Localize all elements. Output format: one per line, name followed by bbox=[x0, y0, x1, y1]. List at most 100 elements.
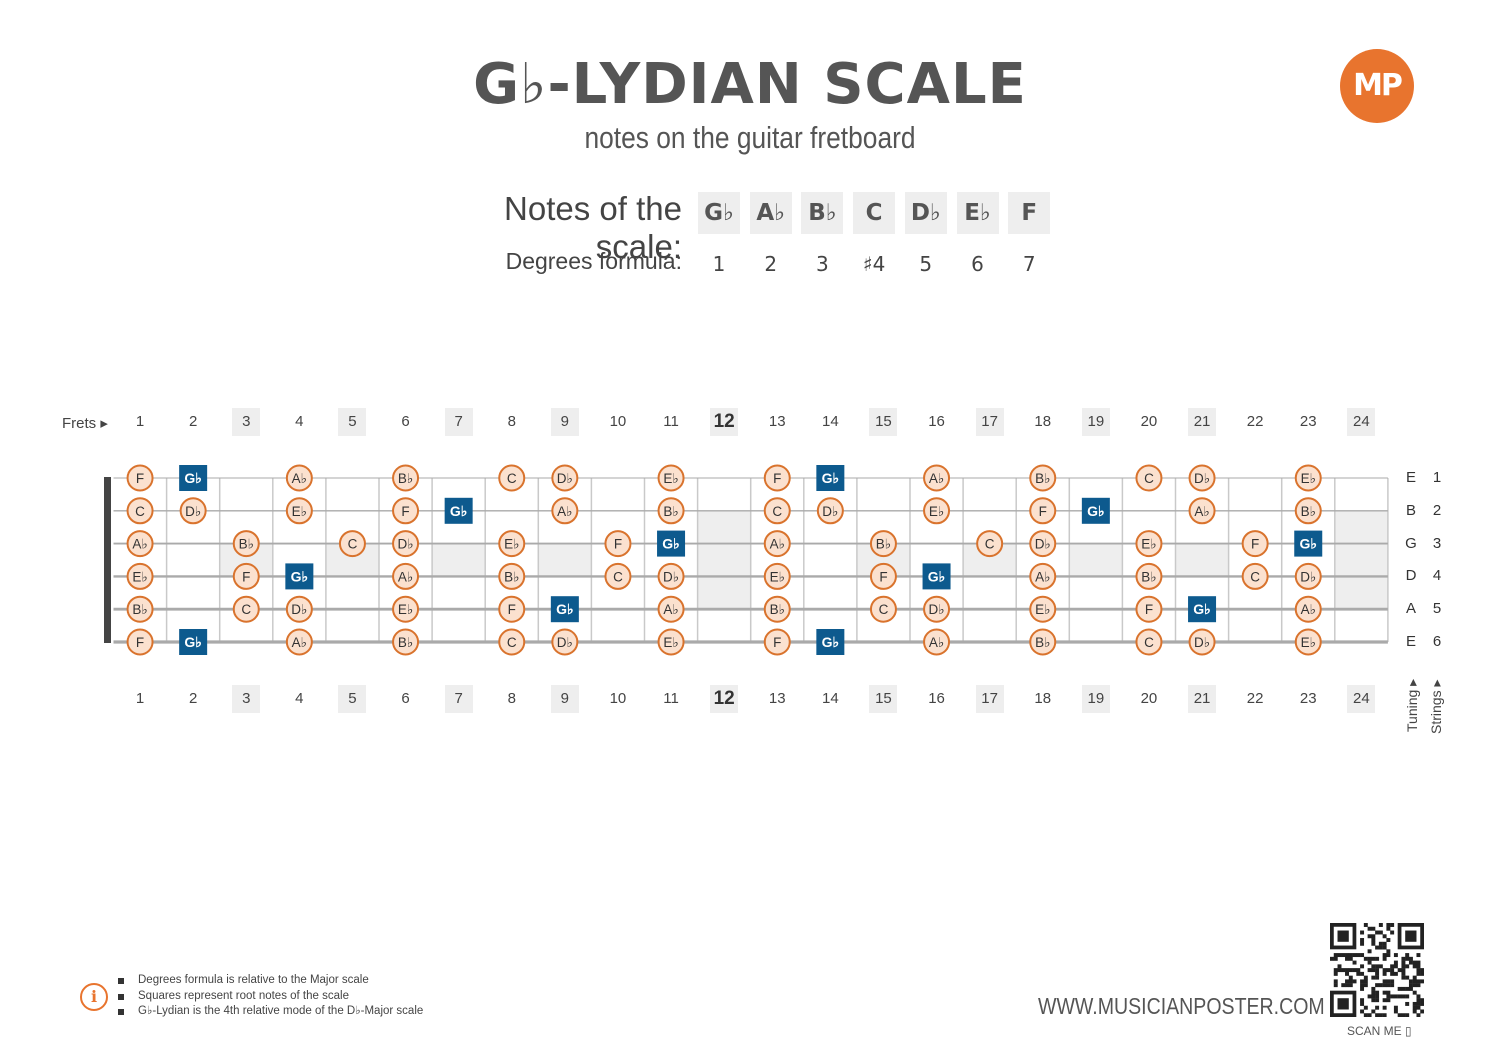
root-note-label: G♭ bbox=[291, 568, 309, 584]
scale-note-circle bbox=[498, 628, 526, 656]
root-note-square bbox=[657, 530, 686, 557]
scale-note-label: B♭ bbox=[504, 569, 519, 584]
scale-note-label: D♭ bbox=[1194, 635, 1210, 650]
scale-note-label: E♭ bbox=[504, 537, 519, 552]
qr-module bbox=[1386, 949, 1391, 954]
scale-note-label: D♭ bbox=[291, 602, 307, 617]
qr-module bbox=[1393, 953, 1398, 958]
qr-module bbox=[1371, 938, 1376, 942]
fret-number-bottom: 15 bbox=[869, 685, 898, 713]
qr-module bbox=[1405, 1001, 1410, 1006]
qr-module bbox=[1378, 923, 1383, 927]
qr-module bbox=[1333, 983, 1338, 988]
scale-degree: ♯4 bbox=[862, 252, 886, 276]
fret-number-top: 5 bbox=[338, 408, 367, 436]
fret-number-bottom: 9 bbox=[550, 685, 579, 713]
fret-inlay bbox=[432, 543, 486, 577]
qr-module bbox=[1382, 945, 1387, 950]
root-note-square bbox=[550, 596, 579, 623]
fret-number-bottom: 3 bbox=[232, 685, 261, 713]
qr-module bbox=[1352, 968, 1357, 973]
qr-module bbox=[1405, 930, 1417, 942]
scale-note-circle bbox=[498, 464, 526, 492]
scale-note-label: E♭ bbox=[929, 504, 944, 519]
fret-number-top: 15 bbox=[869, 408, 898, 436]
scale-note-label: D♭ bbox=[1194, 471, 1210, 486]
qr-module bbox=[1333, 956, 1338, 961]
fret-number-top: 10 bbox=[609, 413, 627, 430]
root-note-square bbox=[1294, 530, 1323, 557]
qr-module bbox=[1371, 934, 1376, 939]
brand-logo[interactable]: MP bbox=[1340, 49, 1414, 123]
qr-module bbox=[1401, 971, 1406, 976]
qr-module bbox=[1348, 979, 1353, 984]
scale-note-circle bbox=[1294, 628, 1322, 656]
qr-module bbox=[1390, 968, 1395, 973]
scale-note-label: C bbox=[348, 537, 358, 552]
qr-module bbox=[1367, 968, 1372, 973]
scale-note-circle bbox=[763, 562, 791, 590]
qr-module bbox=[1390, 994, 1395, 999]
qr-module bbox=[1371, 956, 1376, 961]
scale-note-circle bbox=[126, 628, 154, 656]
qr-module bbox=[1337, 964, 1342, 969]
scale-note-label: B♭ bbox=[663, 504, 678, 519]
qr-module bbox=[1375, 998, 1380, 1003]
qr-module bbox=[1356, 968, 1361, 973]
string-number: 3 bbox=[1432, 534, 1442, 552]
qr-module bbox=[1337, 953, 1342, 958]
qr-module bbox=[1330, 956, 1334, 961]
fret-number-bottom: 21 bbox=[1188, 685, 1217, 713]
scale-note: G♭ bbox=[698, 192, 740, 234]
fret-number-bottom: 12 bbox=[710, 685, 739, 713]
qr-module bbox=[1360, 964, 1365, 969]
fret-number-bottom: 7 bbox=[444, 685, 473, 713]
footer-note: Degrees formula is relative to the Major… bbox=[118, 973, 423, 989]
root-note-square bbox=[816, 465, 845, 491]
qr-module bbox=[1378, 945, 1383, 950]
scale-note-circle bbox=[1294, 464, 1322, 492]
qr-module bbox=[1363, 975, 1368, 980]
qr-module bbox=[1401, 986, 1406, 991]
qr-module bbox=[1352, 953, 1357, 958]
fretboard-nut bbox=[104, 477, 111, 643]
qr-module bbox=[1371, 968, 1376, 973]
scale-note-label: E♭ bbox=[398, 602, 413, 617]
qr-module bbox=[1412, 960, 1417, 965]
scale-note-circle bbox=[869, 562, 897, 590]
scale-note-label: A♭ bbox=[292, 471, 307, 486]
fret-number-bottom: 22 bbox=[1246, 690, 1264, 707]
string-tuning: G bbox=[1405, 534, 1417, 552]
qr-module bbox=[1371, 994, 1376, 999]
qr-module bbox=[1412, 1009, 1417, 1014]
scale-note-circle bbox=[1294, 562, 1322, 590]
scale-note-label: D♭ bbox=[185, 504, 201, 519]
fret-number-bottom: 1 bbox=[135, 690, 145, 707]
scale-note-label: F bbox=[401, 504, 409, 519]
qr-module bbox=[1401, 964, 1406, 969]
scale-note-label: E♭ bbox=[1301, 635, 1316, 650]
scale-note-label: A♭ bbox=[132, 537, 147, 552]
qr-module bbox=[1386, 923, 1391, 927]
degrees-formula-label: Degrees formula: bbox=[505, 248, 682, 274]
qr-module bbox=[1382, 956, 1387, 961]
qr-module bbox=[1416, 979, 1421, 984]
qr-module bbox=[1386, 968, 1391, 973]
qr-module bbox=[1420, 968, 1424, 973]
root-note-square bbox=[816, 629, 845, 655]
qr-module bbox=[1375, 990, 1380, 995]
scale-note-label: D♭ bbox=[1300, 569, 1316, 584]
string-number: 5 bbox=[1432, 600, 1442, 618]
scale-note-circle bbox=[392, 628, 420, 656]
website-link[interactable]: WWW.MUSICIANPOSTER.COM bbox=[1038, 993, 1325, 1019]
fret-number-bottom: 24 bbox=[1347, 685, 1376, 713]
qr-module bbox=[1345, 968, 1349, 973]
qr-module bbox=[1363, 979, 1368, 984]
scale-note-circle bbox=[232, 562, 260, 590]
string-tuning: E bbox=[1405, 633, 1416, 650]
scale-note-circle bbox=[126, 530, 154, 558]
qr-module bbox=[1393, 960, 1398, 965]
qr-code-icon[interactable] bbox=[1330, 923, 1424, 1017]
fret-number-top: 21 bbox=[1188, 408, 1217, 436]
scale-note-circle bbox=[1029, 464, 1057, 492]
